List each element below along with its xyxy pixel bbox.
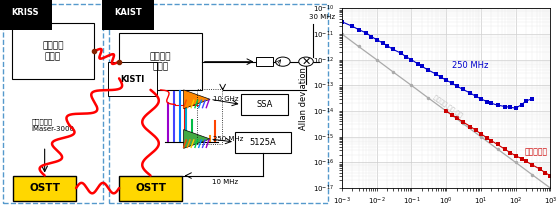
Text: SSA: SSA — [256, 100, 273, 109]
Bar — [197, 89, 222, 144]
Text: ✕: ✕ — [301, 57, 311, 67]
Circle shape — [276, 57, 290, 66]
Text: KISTI: KISTI — [121, 75, 145, 84]
Bar — [235, 132, 291, 153]
Polygon shape — [183, 90, 210, 109]
Text: 5125A: 5125A — [250, 138, 276, 147]
Bar — [109, 4, 327, 203]
Text: KAIST: KAIST — [114, 8, 142, 17]
Text: 시계레이저: 시계레이저 — [525, 148, 548, 157]
Y-axis label: Allan deviation: Allan deviation — [299, 67, 307, 130]
Bar — [3, 4, 102, 203]
Text: 250 MHz: 250 MHz — [214, 136, 244, 142]
Bar — [241, 94, 288, 115]
Circle shape — [299, 57, 313, 66]
Text: OSTT: OSTT — [135, 183, 166, 193]
Bar — [12, 23, 95, 79]
Text: 10 MHz: 10 MHz — [212, 179, 238, 185]
Text: 30 MHz: 30 MHz — [309, 14, 335, 20]
Bar — [119, 33, 202, 90]
Text: 10 GHz: 10 GHz — [214, 96, 239, 102]
Text: 광주파수
수신부: 광주파수 수신부 — [150, 52, 171, 71]
Bar — [119, 176, 182, 201]
Text: KRISS: KRISS — [12, 8, 39, 17]
Bar — [13, 176, 76, 201]
Text: 250 MHz: 250 MHz — [453, 61, 489, 70]
Text: OSTT: OSTT — [29, 183, 60, 193]
Text: 광주파수
송신부: 광주파수 송신부 — [42, 42, 64, 61]
Polygon shape — [183, 130, 210, 148]
Text: 수소메이저
iMaser-3000: 수소메이저 iMaser-3000 — [32, 119, 75, 132]
Bar — [256, 57, 273, 66]
Text: 광주파수 전송 등을: 광주파수 전송 등을 — [433, 94, 463, 119]
